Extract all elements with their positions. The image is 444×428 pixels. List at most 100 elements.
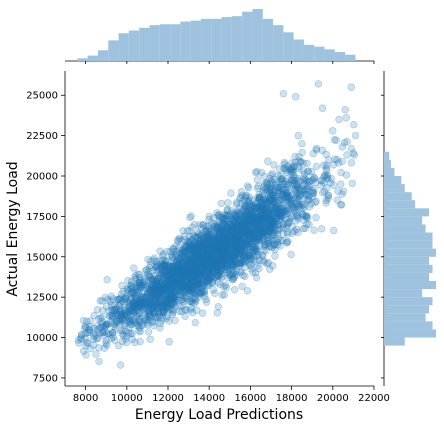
scatter-point xyxy=(201,277,209,285)
scatter-point xyxy=(220,220,229,229)
scatter-point xyxy=(224,199,232,207)
scatter-point xyxy=(213,246,222,255)
scatter-point xyxy=(304,213,312,221)
scatter-point xyxy=(297,185,306,193)
scatter-point xyxy=(254,232,262,240)
scatter-point xyxy=(168,299,177,308)
scatter-point xyxy=(191,266,199,274)
scatter-point xyxy=(204,269,213,277)
scatter-point xyxy=(312,214,320,222)
scatter-point xyxy=(237,258,246,266)
scatter-point xyxy=(188,298,197,306)
scatter-point xyxy=(145,316,153,325)
x-axis-ticks: 8000 10000 12000 14000 16000 18000 20000 22000 xyxy=(73,386,390,404)
scatter-point xyxy=(125,324,134,332)
scatter-point xyxy=(272,204,280,213)
scatter-point xyxy=(233,250,241,259)
scatter-point xyxy=(249,245,257,254)
scatter-point xyxy=(162,267,170,275)
scatter-point xyxy=(330,226,338,235)
scatter-point xyxy=(211,254,220,262)
scatter-point xyxy=(226,234,234,243)
scatter-point xyxy=(188,308,197,317)
scatter-point xyxy=(291,174,299,182)
scatter-point xyxy=(198,283,207,291)
scatter-point xyxy=(148,274,157,283)
scatter-point xyxy=(202,254,210,262)
scatter-point xyxy=(281,190,289,198)
scatter-point xyxy=(169,262,177,270)
scatter-point xyxy=(259,238,267,246)
scatter-point xyxy=(264,221,272,229)
scatter-point xyxy=(188,223,196,231)
scatter-point xyxy=(268,226,276,234)
scatter-point xyxy=(144,328,153,336)
scatter-point xyxy=(217,239,225,247)
scatter-point xyxy=(205,266,213,274)
scatter-point xyxy=(126,285,135,293)
scatter-point xyxy=(168,306,176,314)
scatter-point xyxy=(134,312,142,320)
scatter-point xyxy=(215,233,224,242)
scatter-point xyxy=(207,251,215,259)
scatter-point xyxy=(271,226,279,235)
scatter-point xyxy=(185,254,194,262)
scatter-point xyxy=(249,234,257,243)
scatter-point xyxy=(261,195,269,203)
scatter-point xyxy=(196,259,204,268)
scatter-point xyxy=(203,264,212,272)
scatter-point xyxy=(226,219,234,228)
scatter-point xyxy=(266,265,274,273)
scatter-point xyxy=(268,216,276,224)
scatter-point xyxy=(142,266,151,274)
scatter-point xyxy=(351,131,360,140)
scatter-point xyxy=(102,337,110,345)
scatter-point xyxy=(234,234,243,243)
scatter-point xyxy=(237,267,246,276)
scatter-point xyxy=(249,229,257,238)
scatter-point xyxy=(219,244,227,253)
scatter-point xyxy=(182,277,190,285)
scatter-point xyxy=(259,227,267,235)
scatter-point xyxy=(221,231,229,239)
scatter-point xyxy=(187,266,195,275)
scatter-point xyxy=(227,230,235,238)
scatter-point xyxy=(215,243,224,251)
scatter-point xyxy=(189,243,197,252)
scatter-point xyxy=(163,247,171,256)
scatter-point xyxy=(237,221,245,230)
scatter-point xyxy=(156,312,164,321)
scatter-point xyxy=(159,284,167,292)
scatter-point xyxy=(197,232,205,240)
scatter-point xyxy=(217,228,225,236)
scatter-point xyxy=(314,80,323,88)
scatter-point xyxy=(260,246,268,254)
scatter-point xyxy=(260,228,268,236)
scatter-point xyxy=(149,293,157,301)
scatter-point xyxy=(77,331,86,339)
marginal-x-bar xyxy=(242,11,253,61)
scatter-point xyxy=(228,229,237,238)
scatter-point xyxy=(178,287,187,295)
scatter-point xyxy=(233,211,241,220)
x-tick-label: 22000 xyxy=(358,393,390,404)
scatter-point xyxy=(206,262,215,270)
scatter-point xyxy=(283,162,292,171)
scatter-point xyxy=(186,278,195,286)
scatter-point xyxy=(295,192,304,200)
scatter-point xyxy=(114,341,123,350)
scatter-point xyxy=(200,260,208,268)
scatter-point xyxy=(131,318,139,326)
scatter-point xyxy=(231,255,239,263)
scatter-point xyxy=(130,301,138,309)
marginal-y-bar xyxy=(384,281,436,290)
scatter-point xyxy=(139,298,148,306)
scatter-point xyxy=(152,292,160,300)
scatter-point xyxy=(233,234,241,243)
scatter-point xyxy=(253,261,261,270)
scatter-point xyxy=(224,252,232,261)
scatter-point xyxy=(302,212,310,221)
scatter-point xyxy=(257,226,265,234)
scatter-point xyxy=(179,282,188,290)
scatter-point xyxy=(146,288,154,296)
